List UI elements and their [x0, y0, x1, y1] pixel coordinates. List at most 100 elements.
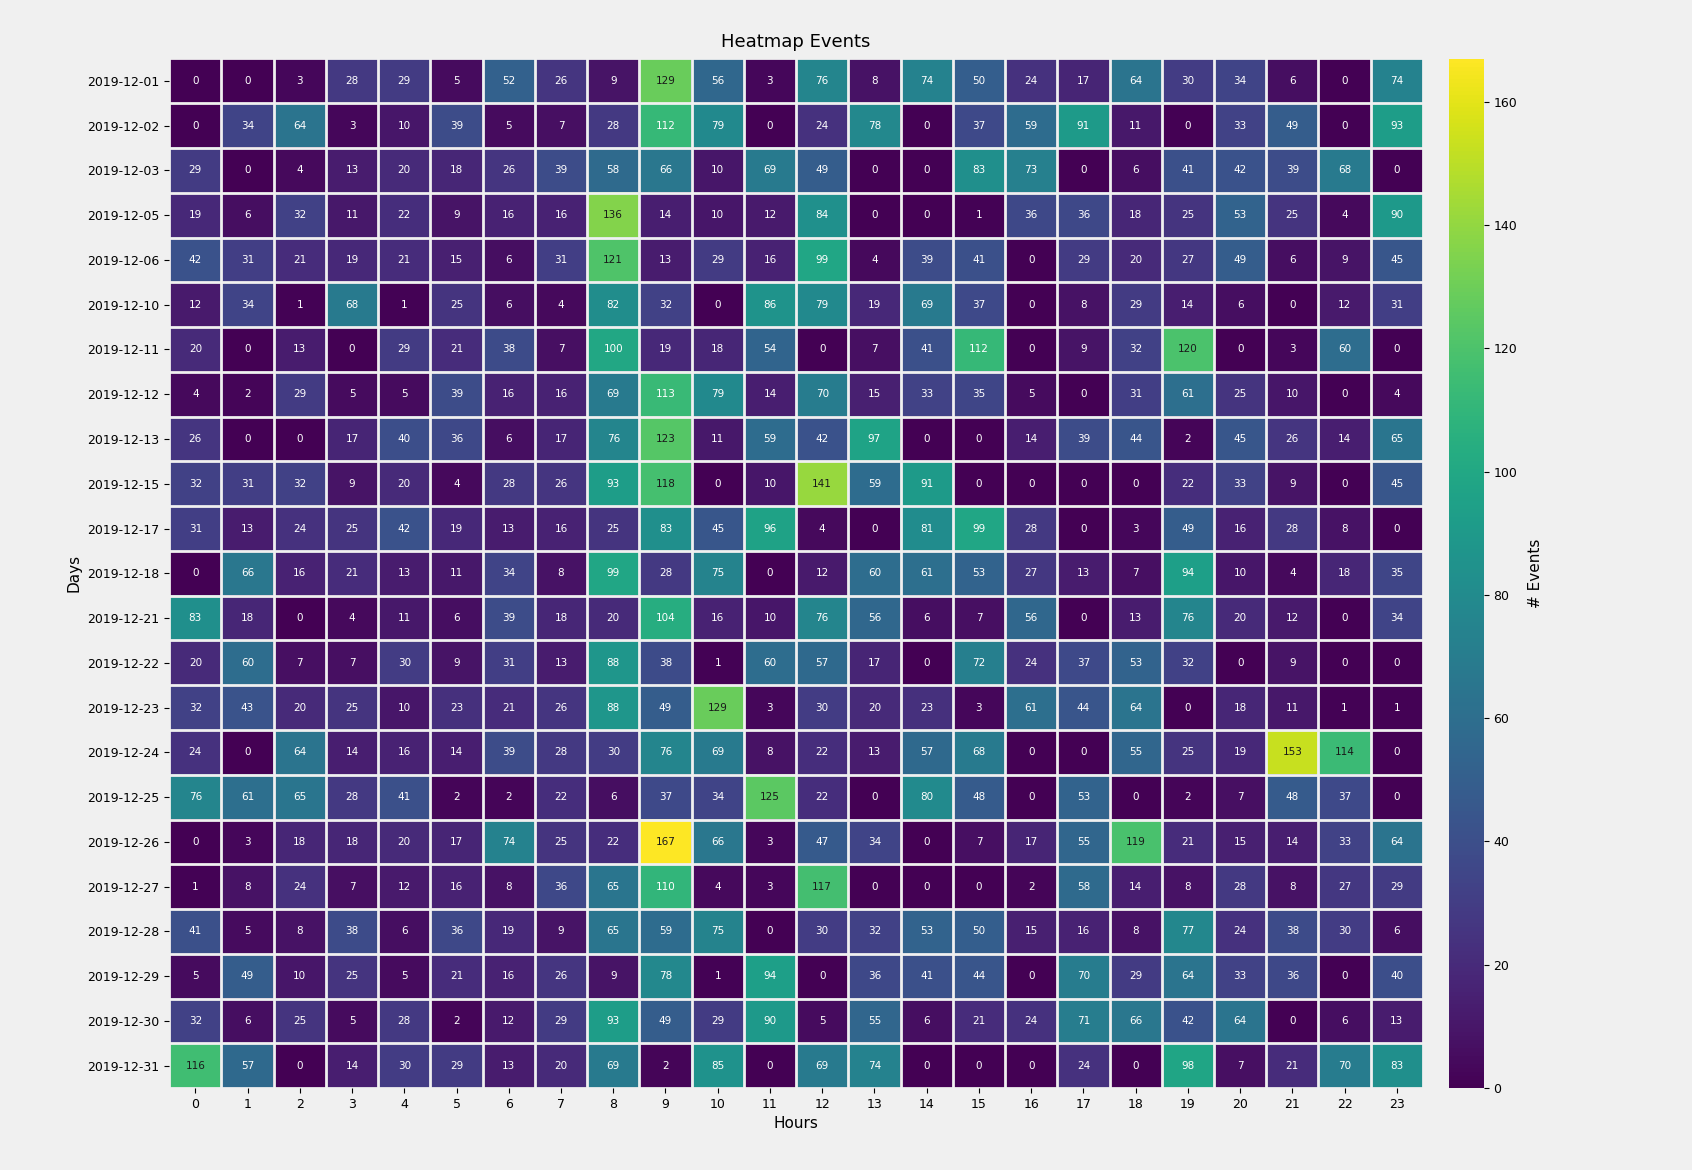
Text: 1: 1 [1342, 703, 1349, 713]
Text: 6: 6 [1289, 255, 1296, 264]
Text: 21: 21 [973, 1016, 985, 1026]
Text: 28: 28 [503, 479, 516, 489]
Text: 20: 20 [293, 703, 306, 713]
Text: 0: 0 [1342, 121, 1349, 131]
Text: 65: 65 [1391, 434, 1403, 443]
Text: 0: 0 [924, 1061, 931, 1071]
Text: 16: 16 [555, 211, 567, 220]
Text: 49: 49 [240, 971, 254, 982]
Text: 0: 0 [1079, 165, 1086, 175]
X-axis label: Hours: Hours [773, 1116, 819, 1131]
Text: 69: 69 [607, 1061, 619, 1071]
Text: 112: 112 [970, 344, 988, 355]
Text: 66: 66 [1129, 1016, 1142, 1026]
Text: 0: 0 [244, 434, 250, 443]
Text: 3: 3 [1289, 344, 1296, 355]
Text: 90: 90 [763, 1016, 777, 1026]
Text: 7: 7 [1132, 569, 1139, 578]
Text: 59: 59 [868, 479, 882, 489]
Text: 55: 55 [1076, 837, 1090, 847]
Text: 29: 29 [555, 1016, 567, 1026]
Text: 14: 14 [1286, 837, 1299, 847]
Text: 9: 9 [1289, 658, 1296, 668]
Text: 93: 93 [607, 1016, 619, 1026]
Text: 4: 4 [191, 390, 198, 399]
Text: 4: 4 [349, 613, 355, 624]
Text: 0: 0 [976, 1061, 981, 1071]
Text: 0: 0 [244, 748, 250, 757]
Text: 34: 34 [1233, 76, 1247, 85]
Text: 30: 30 [1181, 76, 1195, 85]
Text: 0: 0 [1029, 479, 1034, 489]
Text: 22: 22 [816, 792, 829, 803]
Text: 41: 41 [1181, 165, 1195, 175]
Text: 6: 6 [924, 613, 931, 624]
Text: 0: 0 [1394, 658, 1399, 668]
Text: 57: 57 [240, 1061, 254, 1071]
Text: 24: 24 [190, 748, 201, 757]
Text: 2: 2 [453, 792, 460, 803]
Text: 34: 34 [240, 121, 254, 131]
Text: 100: 100 [604, 344, 623, 355]
Text: 20: 20 [190, 344, 201, 355]
Text: 11: 11 [711, 434, 724, 443]
Text: 38: 38 [345, 927, 359, 936]
Text: 98: 98 [1181, 1061, 1195, 1071]
Text: 17: 17 [345, 434, 359, 443]
Text: 32: 32 [190, 703, 201, 713]
Text: 27: 27 [1338, 882, 1352, 892]
Text: 37: 37 [658, 792, 672, 803]
Text: 0: 0 [1184, 703, 1191, 713]
Text: 5: 5 [1027, 390, 1034, 399]
Text: 21: 21 [503, 703, 516, 713]
Text: 16: 16 [293, 569, 306, 578]
Text: 0: 0 [193, 76, 198, 85]
Text: 37: 37 [1076, 658, 1090, 668]
Text: 35: 35 [973, 390, 985, 399]
Text: 32: 32 [293, 479, 306, 489]
Text: 17: 17 [1076, 76, 1090, 85]
Text: 0: 0 [924, 658, 931, 668]
Text: 41: 41 [920, 971, 934, 982]
Text: 30: 30 [1338, 927, 1352, 936]
Text: 0: 0 [1079, 748, 1086, 757]
Text: 0: 0 [1394, 748, 1399, 757]
Text: 34: 34 [503, 569, 516, 578]
Text: 53: 53 [920, 927, 934, 936]
Text: 56: 56 [1025, 613, 1037, 624]
Text: 39: 39 [450, 390, 464, 399]
Text: 50: 50 [973, 76, 985, 85]
Text: 57: 57 [920, 748, 934, 757]
Text: 12: 12 [763, 211, 777, 220]
Text: 50: 50 [973, 927, 985, 936]
Text: 29: 29 [711, 255, 724, 264]
Text: 45: 45 [711, 523, 724, 534]
Text: 16: 16 [711, 613, 724, 624]
Text: 0: 0 [296, 613, 303, 624]
Text: 38: 38 [503, 344, 516, 355]
Text: 0: 0 [1029, 792, 1034, 803]
Text: 14: 14 [763, 390, 777, 399]
Text: 0: 0 [1029, 748, 1034, 757]
Text: 2: 2 [453, 1016, 460, 1026]
Text: 21: 21 [1286, 1061, 1299, 1071]
Text: 65: 65 [607, 927, 619, 936]
Text: 0: 0 [871, 523, 878, 534]
Text: 13: 13 [503, 1061, 516, 1071]
Text: 0: 0 [1079, 479, 1086, 489]
Text: 28: 28 [398, 1016, 411, 1026]
Text: 19: 19 [1233, 748, 1247, 757]
Text: 3: 3 [766, 882, 773, 892]
Text: 4: 4 [296, 165, 303, 175]
Text: 7: 7 [871, 344, 878, 355]
Text: 2: 2 [506, 792, 513, 803]
Text: 17: 17 [868, 658, 882, 668]
Text: 16: 16 [555, 523, 567, 534]
Text: 12: 12 [816, 569, 829, 578]
Text: 24: 24 [1025, 658, 1037, 668]
Text: 53: 53 [973, 569, 985, 578]
Text: 26: 26 [190, 434, 201, 443]
Text: 61: 61 [240, 792, 254, 803]
Text: 3: 3 [766, 837, 773, 847]
Text: 114: 114 [1335, 748, 1355, 757]
